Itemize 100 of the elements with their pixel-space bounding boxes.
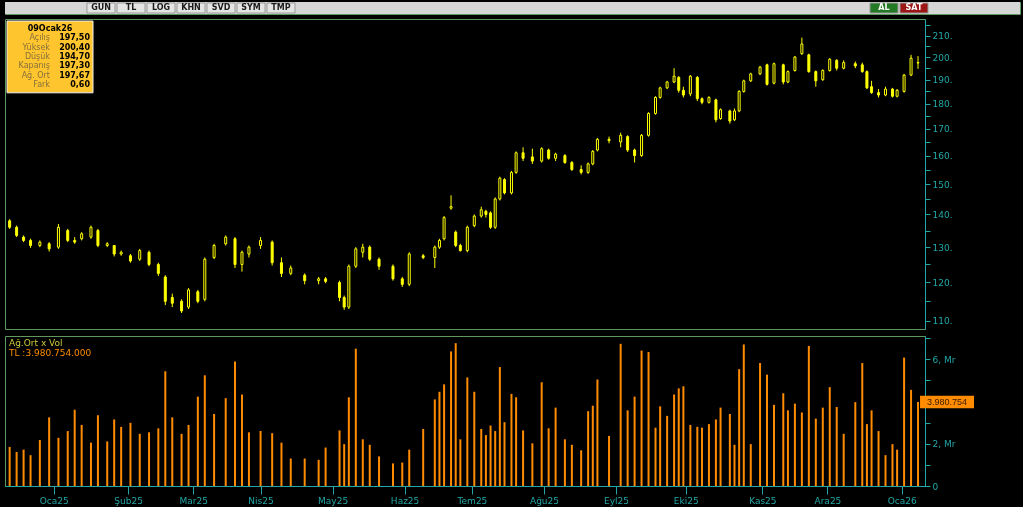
candlestick	[279, 256, 283, 278]
bar	[8, 446, 11, 486]
bar	[113, 419, 116, 486]
bar	[633, 396, 636, 486]
bar	[682, 386, 685, 486]
bar	[766, 374, 769, 486]
bar	[361, 439, 364, 486]
bar	[324, 447, 327, 486]
bar	[57, 437, 60, 486]
text: LOG	[151, 3, 171, 12]
bar	[106, 441, 109, 486]
y-tick-label: 160.	[932, 151, 953, 162]
bar	[368, 444, 371, 486]
x-tick-label: Nis25	[248, 495, 274, 506]
bar	[619, 343, 622, 486]
bar	[759, 363, 762, 486]
bar	[338, 430, 341, 486]
text: SYM	[241, 3, 261, 12]
bar	[459, 439, 462, 486]
text: SVD	[211, 3, 231, 12]
x-tick-label: Mar25	[179, 495, 208, 506]
annotation: Düşük 194,70	[24, 51, 91, 61]
bar	[378, 456, 381, 486]
bar	[89, 442, 92, 486]
bar	[22, 449, 25, 486]
y-tick-label: 210.	[932, 31, 953, 41]
bar	[484, 435, 487, 486]
bar	[503, 422, 506, 486]
annotation: TL :3.980.754.000	[8, 348, 92, 358]
y-tick-label: 150.	[932, 179, 953, 190]
bar	[896, 449, 899, 486]
bar	[793, 403, 796, 486]
bar	[626, 410, 629, 486]
candlestick	[647, 111, 651, 138]
bar	[596, 379, 599, 486]
annotation: Ağ. Ort 197,67	[21, 70, 90, 80]
bar	[738, 369, 741, 486]
bar	[234, 361, 236, 486]
candlestick	[654, 95, 658, 116]
bar	[540, 382, 543, 486]
bar	[563, 439, 566, 486]
text: GUN	[91, 3, 111, 12]
candlestick	[338, 280, 342, 302]
bar	[15, 451, 18, 486]
annotation: Açılış 197,50	[29, 33, 91, 43]
bar	[910, 389, 913, 486]
y-tick-label: 170.	[932, 124, 953, 135]
x-tick-label: Kas25	[749, 495, 777, 506]
bar	[494, 431, 497, 486]
bar	[749, 444, 752, 486]
bar	[148, 432, 151, 486]
bar	[29, 455, 32, 486]
x-tick-label: Eyl25	[604, 495, 629, 506]
bar	[259, 431, 262, 486]
bar	[696, 426, 699, 486]
bar	[510, 393, 513, 486]
bar	[391, 463, 394, 486]
bar	[580, 450, 583, 486]
bar	[247, 432, 250, 486]
annotation: Kapanış 197,30	[18, 61, 91, 71]
candlestick	[465, 225, 469, 253]
bar	[786, 410, 789, 486]
chart-title: Ağ.Ort x Vol	[9, 338, 63, 348]
bar	[689, 424, 692, 486]
bar	[522, 430, 525, 486]
bar	[714, 419, 717, 486]
text: Fark 0,60	[33, 80, 90, 90]
x-tick-label: Oca26	[887, 495, 918, 506]
annotation: Yüksek 200,40	[21, 42, 91, 52]
bar	[280, 442, 283, 486]
bar	[814, 418, 817, 486]
bar	[666, 415, 669, 486]
candlestick	[354, 246, 358, 269]
candlestick	[688, 74, 692, 97]
bar	[547, 428, 550, 486]
bar	[317, 459, 320, 486]
candlestick	[240, 250, 244, 273]
y-tick-label: 180.	[932, 99, 953, 110]
bar	[673, 394, 676, 486]
bar	[877, 431, 880, 486]
candlestick	[442, 215, 446, 241]
y-tick-label: 6, Mr	[932, 354, 956, 365]
bar	[903, 357, 906, 486]
candlestick	[449, 194, 453, 211]
y-tick-label: 0	[932, 481, 939, 492]
bar	[203, 375, 206, 486]
bar	[129, 422, 132, 486]
candlestick	[640, 133, 644, 158]
bar	[438, 391, 441, 486]
candlestick	[433, 244, 437, 269]
candlestick	[270, 239, 274, 267]
bar	[515, 397, 518, 486]
bar	[157, 428, 160, 486]
bar	[870, 410, 873, 486]
text: TMP	[271, 3, 291, 12]
bar	[719, 407, 722, 486]
annotation: 09Ocak26	[27, 23, 73, 33]
bar	[343, 444, 346, 486]
bar	[354, 348, 357, 486]
bar	[489, 425, 492, 486]
